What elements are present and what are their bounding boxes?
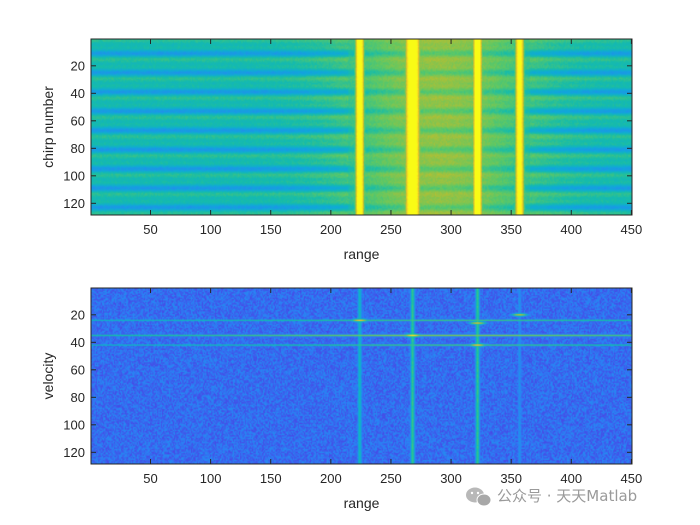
x-tick-label: 400 — [560, 222, 582, 237]
y-tick-label: 80 — [71, 390, 85, 405]
x-tick-label: 150 — [260, 471, 282, 486]
x-tick-label: 50 — [143, 471, 157, 486]
x-tick-label: 300 — [440, 222, 462, 237]
x-tick-label: 200 — [320, 222, 342, 237]
range-velocity-heatmap-image — [91, 288, 632, 464]
bottom-x-axis-title: range — [344, 495, 380, 511]
bottom-y-axis-title: velocity — [40, 353, 56, 400]
range-chirp-heatmap-image — [91, 39, 632, 215]
top-y-axis-title: chirp number — [40, 86, 56, 168]
y-tick-label: 100 — [63, 168, 85, 183]
watermark: 公众号 · 天天Matlab — [466, 487, 637, 507]
x-tick-label: 450 — [621, 222, 643, 237]
top-axes-ticks: 50 100 150 200 250 300 350 400 450 20 40 60 80 100 120 — [63, 39, 642, 237]
y-tick-label: 20 — [71, 307, 85, 322]
wechat-icon — [466, 487, 492, 507]
x-tick-label: 100 — [200, 222, 222, 237]
x-tick-label: 350 — [500, 222, 522, 237]
y-tick-label: 60 — [71, 113, 85, 128]
top-x-axis-title: range — [344, 246, 380, 262]
range-velocity-heatmap: 50 100 150 200 250 300 350 400 450 20 40 60 80 100 120… — [40, 287, 642, 511]
bottom-axes-box — [90, 287, 633, 465]
y-tick-label: 80 — [71, 141, 85, 156]
y-tick-label: 100 — [63, 417, 85, 432]
x-tick-label: 400 — [560, 471, 582, 486]
range-chirp-heatmap: 50 100 150 200 250 300 350 400 450 20 40 60 80 100 120… — [40, 38, 642, 262]
top-axes-box — [90, 38, 633, 216]
y-tick-label: 40 — [71, 86, 85, 101]
x-tick-label: 50 — [143, 222, 157, 237]
watermark-text: 公众号 · 天天Matlab — [497, 487, 637, 505]
y-tick-label: 120 — [63, 445, 85, 460]
x-tick-label: 250 — [380, 471, 402, 486]
x-tick-label: 350 — [500, 471, 522, 486]
y-tick-label: 40 — [71, 335, 85, 350]
x-tick-label: 450 — [621, 471, 643, 486]
x-tick-label: 250 — [380, 222, 402, 237]
y-tick-label: 60 — [71, 362, 85, 377]
y-tick-label: 20 — [71, 58, 85, 73]
bottom-axes-ticks: 50 100 150 200 250 300 350 400 450 20 40 60 80 100 120 — [63, 288, 642, 486]
x-tick-label: 300 — [440, 471, 462, 486]
x-tick-label: 100 — [200, 471, 222, 486]
x-tick-label: 150 — [260, 222, 282, 237]
x-tick-label: 200 — [320, 471, 342, 486]
y-tick-label: 120 — [63, 196, 85, 211]
